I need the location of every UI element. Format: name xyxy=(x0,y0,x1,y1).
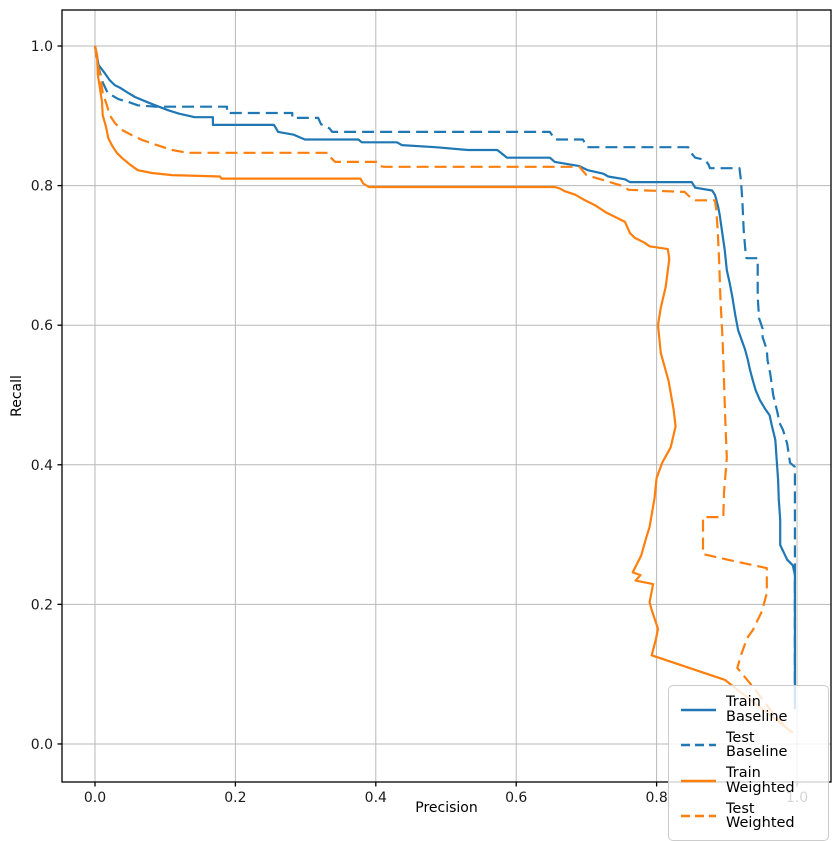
x-tick-label: 0.4 xyxy=(365,790,387,806)
y-axis-label: Recall xyxy=(9,375,25,417)
legend-item-test-weighted: Test Weighted xyxy=(680,800,818,831)
series-train-baseline xyxy=(93,45,797,710)
legend-line-sample-icon xyxy=(681,708,716,711)
y-tick-label: 0.0 xyxy=(31,737,53,753)
series-test-weighted xyxy=(93,45,791,733)
series-train-weighted xyxy=(93,45,794,734)
legend-item-test-baseline: Test Baseline xyxy=(680,729,818,760)
series-test-baseline xyxy=(93,45,797,703)
legend-line-sample-icon xyxy=(681,814,716,818)
legend-line-sample-icon xyxy=(681,743,716,747)
legend: Train Baseline Test Baseline Train Weigh… xyxy=(668,685,829,841)
y-tick-label: 0.2 xyxy=(31,597,53,613)
x-tick-label: 0.0 xyxy=(84,790,106,806)
legend-label: Train Weighted xyxy=(726,765,795,796)
y-tick-label: 0.4 xyxy=(31,458,53,474)
x-tick-label: 0.2 xyxy=(224,790,246,806)
y-tick-label: 1.0 xyxy=(31,39,53,55)
legend-item-train-weighted: Train Weighted xyxy=(680,766,818,795)
x-tick-label: 0.6 xyxy=(505,790,527,806)
y-tick-label: 0.6 xyxy=(31,318,53,334)
legend-line-sample-icon xyxy=(681,779,716,782)
legend-label: Test Weighted xyxy=(726,800,795,831)
y-tick-label: 0.8 xyxy=(31,179,53,195)
legend-item-train-baseline: Train Baseline xyxy=(680,695,818,724)
legend-label: Train Baseline xyxy=(726,694,788,725)
x-tick-label: 0.8 xyxy=(645,790,667,806)
axes-spines xyxy=(61,9,832,783)
legend-label: Test Baseline xyxy=(726,729,788,760)
x-axis-label: Precision xyxy=(415,800,478,816)
